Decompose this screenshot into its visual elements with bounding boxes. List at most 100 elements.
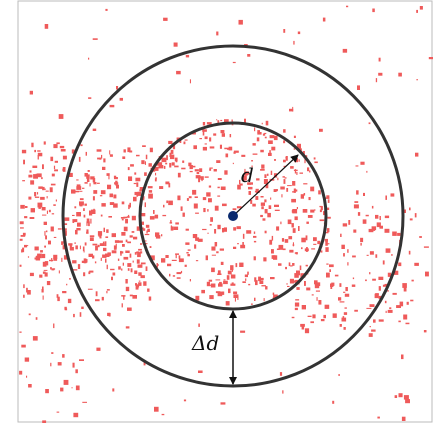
patch <box>95 246 98 251</box>
patch <box>343 316 345 318</box>
patch <box>119 241 123 243</box>
patch <box>57 294 59 298</box>
patch <box>293 41 294 45</box>
patch <box>203 147 207 151</box>
patch <box>122 219 124 221</box>
patch <box>210 224 212 226</box>
patch <box>62 354 65 358</box>
patch <box>95 261 96 263</box>
patch <box>243 234 245 239</box>
patch <box>294 273 299 278</box>
patch <box>211 247 215 251</box>
patch <box>50 157 53 161</box>
patch <box>111 277 113 281</box>
patch <box>38 205 41 209</box>
patch <box>216 251 218 253</box>
patch <box>93 196 95 200</box>
patch <box>214 169 217 172</box>
patch <box>292 209 297 213</box>
patch <box>75 230 78 235</box>
patch <box>78 264 80 269</box>
patch <box>41 177 43 179</box>
patch <box>270 198 271 200</box>
patch <box>268 140 273 144</box>
patch <box>329 269 331 272</box>
patch <box>47 281 50 285</box>
patch <box>86 221 87 226</box>
patch <box>193 145 197 149</box>
patch <box>335 275 339 277</box>
patch <box>215 206 219 211</box>
patch <box>124 257 129 260</box>
patch <box>232 269 233 272</box>
patch <box>141 263 146 265</box>
patch <box>209 169 211 171</box>
patch <box>23 284 25 288</box>
patch <box>116 244 117 249</box>
patch <box>265 209 268 213</box>
patch <box>360 162 364 165</box>
patch <box>19 332 21 333</box>
patch <box>140 251 142 253</box>
patch <box>209 168 212 169</box>
patch <box>76 186 81 190</box>
patch <box>155 173 156 176</box>
patch <box>146 266 148 271</box>
patch <box>168 201 173 206</box>
patch <box>401 355 404 360</box>
patch <box>304 281 306 286</box>
patch <box>201 290 205 293</box>
patch <box>42 187 45 190</box>
patch <box>414 263 419 266</box>
patch <box>301 247 303 249</box>
patch <box>20 239 23 241</box>
patch <box>276 226 279 230</box>
patch <box>217 120 219 123</box>
patch <box>317 241 320 244</box>
patch <box>28 384 32 388</box>
patch <box>254 241 256 243</box>
patch <box>412 280 414 282</box>
patch <box>124 227 128 232</box>
patch <box>53 268 56 269</box>
patch <box>45 235 47 239</box>
patch <box>155 179 157 182</box>
patch <box>37 254 42 259</box>
patch <box>345 307 347 308</box>
patch <box>344 327 346 330</box>
patch <box>59 270 60 273</box>
patch <box>300 173 304 174</box>
patch <box>20 265 22 267</box>
patch <box>132 231 135 233</box>
patch <box>217 225 220 229</box>
patch <box>260 215 263 217</box>
patch <box>214 229 216 234</box>
patch <box>332 401 334 404</box>
patch <box>162 158 167 162</box>
patch <box>226 154 229 158</box>
patch <box>28 175 32 178</box>
patch <box>57 412 60 413</box>
patch <box>26 376 27 378</box>
patch <box>366 171 367 173</box>
patch <box>209 295 213 299</box>
patch <box>267 213 271 217</box>
patch <box>306 235 308 240</box>
patch <box>257 137 260 141</box>
patch <box>146 155 148 160</box>
patch <box>280 187 285 190</box>
patch <box>203 208 205 212</box>
patch <box>53 144 57 148</box>
patch <box>283 160 286 163</box>
patch <box>42 287 44 290</box>
patch <box>273 255 277 259</box>
patch <box>51 227 54 232</box>
patch <box>176 159 178 162</box>
patch <box>198 371 203 374</box>
patch <box>24 245 27 248</box>
patch <box>60 388 63 392</box>
patch <box>393 293 397 295</box>
patch <box>42 164 44 169</box>
patch <box>296 172 297 175</box>
patch <box>276 189 278 191</box>
